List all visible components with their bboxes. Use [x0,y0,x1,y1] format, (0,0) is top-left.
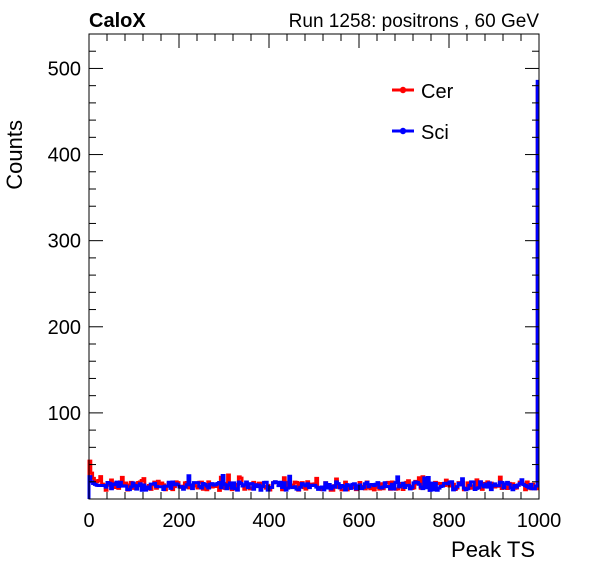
legend-marker-cer [400,87,406,93]
x-tick-label-200: 200 [162,510,195,532]
legend-label-sci: Sci [421,122,449,144]
y-tick-label-400: 400 [48,145,81,167]
x-tick-label-1000: 1000 [517,510,562,532]
x-axis-label: Peak TS [451,537,535,562]
x-tick-label-800: 800 [432,510,465,532]
y-tick-label-100: 100 [48,403,81,425]
y-tick-label-500: 500 [48,58,81,80]
y-axis-label: Counts [2,120,27,190]
y-tick-label-300: 300 [48,231,81,253]
x-tick-label-0: 0 [83,510,94,532]
chart-title: Run 1258: positrons , 60 GeV [289,11,540,32]
y-tick-label-200: 200 [48,317,81,339]
legend-label-cer: Cer [421,81,454,103]
legend-marker-sci [400,128,406,134]
x-tick-label-400: 400 [252,510,285,532]
brand-label: CaloX [89,10,146,32]
x-tick-label-600: 600 [342,510,375,532]
